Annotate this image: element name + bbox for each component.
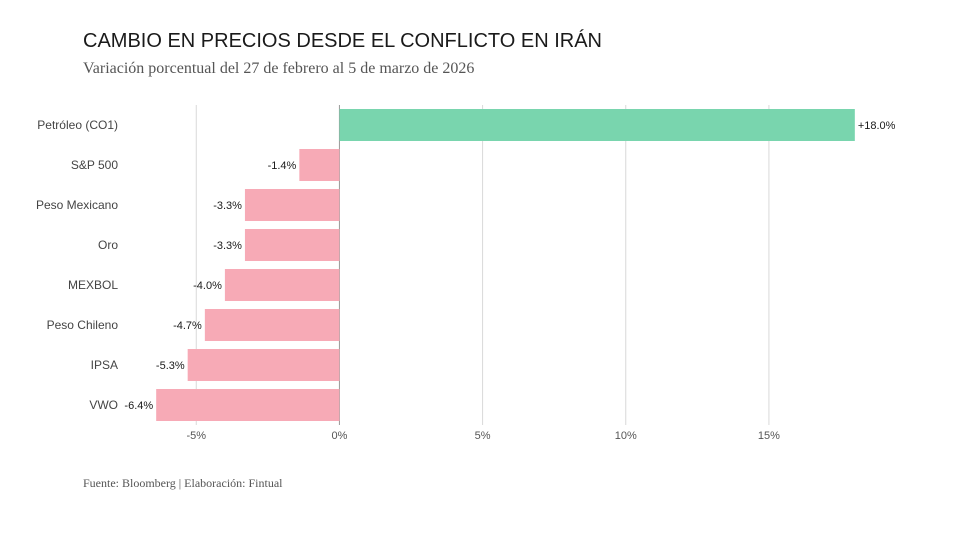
category-label: Peso Chileno [47,318,119,332]
bar [156,389,340,421]
value-label: -3.3% [213,240,242,252]
category-label: Oro [98,238,118,252]
value-label: -6.4% [124,400,153,412]
labels: -5% 0% 5% 10% 15% Petróleo (CO1) +18.0% S&P 500… [36,118,896,442]
x-tick-label: 15% [758,430,780,442]
bar [187,349,340,381]
category-label: Peso Mexicano [36,198,118,212]
bar [244,229,340,261]
x-tick-label: 5% [475,430,491,442]
value-label: -5.3% [156,360,185,372]
category-label: Petróleo (CO1) [37,118,118,132]
value-label: -1.4% [268,160,297,172]
value-label: -4.7% [173,320,202,332]
value-label: -4.0% [193,280,222,292]
source-note: Fuente: Bloomberg | Elaboración: Fintual [83,476,283,490]
chart-subtitle: Variación porcentual del 27 de febrero a… [83,60,475,77]
bar [224,269,340,301]
x-tick-label: 0% [331,430,347,442]
bar [244,189,340,221]
x-tick-label: 10% [615,430,637,442]
bar [339,109,855,141]
category-label: S&P 500 [71,158,118,172]
category-label: MEXBOL [68,278,118,292]
category-label: VWO [89,398,118,412]
bars [156,109,855,421]
x-tick-label: -5% [186,430,206,442]
category-label: IPSA [91,358,118,372]
value-label: -3.3% [213,200,242,212]
value-label: +18.0% [858,120,896,132]
bar [204,309,340,341]
chart-title: CAMBIO EN PRECIOS DESDE EL CONFLICTO EN … [83,30,602,52]
bar [299,149,340,181]
